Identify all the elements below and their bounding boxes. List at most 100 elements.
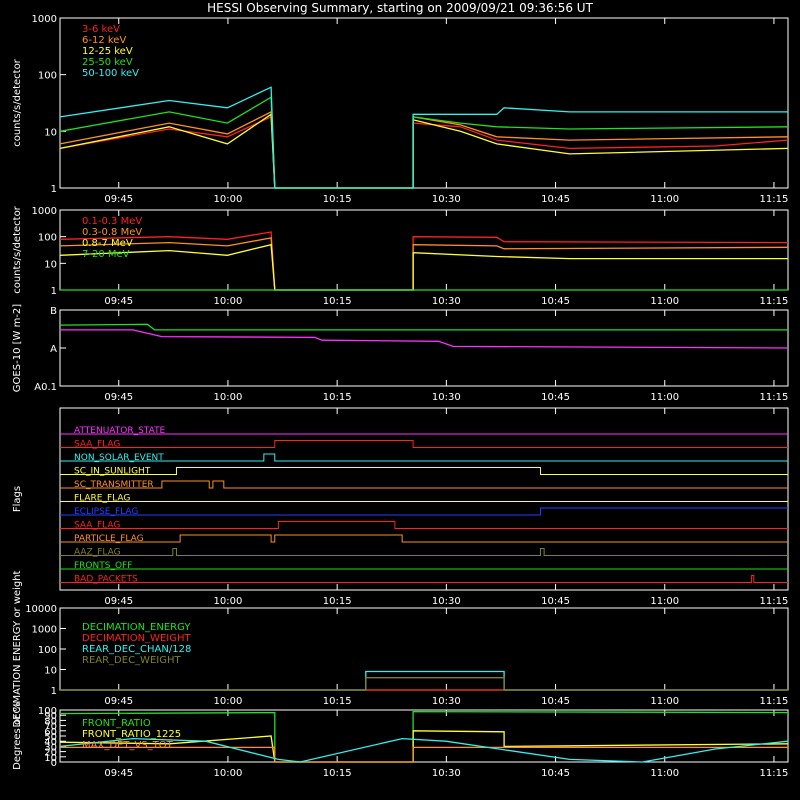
flag-label: PARTICLE_FLAG	[74, 534, 144, 544]
legend-entry: FRONT_RATIO_1225	[82, 729, 181, 740]
rates_low-xtick-label: 10:00	[214, 194, 243, 205]
legend-entry: 3-6 keV	[82, 24, 120, 35]
front_ratio-ytick-label: 0	[51, 758, 57, 769]
legend-entry: 25-50 keV	[82, 57, 133, 68]
series-line	[59, 231, 789, 291]
rates_high-ytick-label: 1000	[32, 206, 57, 217]
flags-xtick-label: 11:00	[650, 596, 679, 607]
flag-label: SAA_FLAG	[74, 521, 120, 531]
series-line	[60, 329, 789, 349]
goes-xtick-label: 10:45	[541, 392, 570, 403]
series-line	[59, 113, 789, 189]
rates_low-ytick-label: 1	[51, 184, 57, 195]
flag-line	[60, 521, 788, 529]
series-line	[59, 323, 788, 331]
flag-label: FLARE_FLAG	[74, 494, 130, 504]
flag-line	[60, 467, 788, 475]
decimation-ytick-label: 10	[44, 666, 57, 677]
legend-entry: 0.8-7 MeV	[82, 238, 133, 249]
front_ratio-xtick-label: 09:45	[104, 768, 133, 779]
rates_high-xtick-label: 10:30	[432, 296, 461, 307]
rates_low-xtick-label: 11:00	[650, 194, 679, 205]
flag-label: FRONTS_OFF	[74, 561, 132, 571]
front_ratio-ytick-label: 20	[44, 748, 57, 759]
series-line	[60, 670, 788, 691]
goes-xtick-label: 10:00	[214, 392, 243, 403]
series-line	[60, 746, 788, 763]
decimation-xtick-label: 10:00	[214, 696, 243, 707]
decimation-xtick-label: 10:45	[541, 696, 570, 707]
rates_high-xtick-label: 10:45	[541, 296, 570, 307]
flag-label: BAD_PACKETS	[74, 575, 138, 585]
flags-xtick-label: 10:30	[432, 596, 461, 607]
front_ratio-xtick-label: 11:00	[650, 768, 679, 779]
rates_low-ytick-label: 100	[38, 71, 57, 82]
series-line	[59, 737, 789, 763]
flag-label: ECLIPSE_FLAG	[74, 507, 138, 517]
goes-xtick-label: 09:45	[104, 392, 133, 403]
front_ratio-ytick-label: 60	[44, 727, 57, 738]
rates_high-xtick-label: 11:00	[650, 296, 679, 307]
decimation-xtick-label: 11:15	[760, 696, 789, 707]
front_ratio-ytick-label: 80	[44, 716, 57, 727]
front_ratio-ytick-label: 90	[44, 711, 57, 722]
legend-entry: DECIMATION_WEIGHT	[82, 633, 191, 644]
legend-entry: REAR_DEC_CHAN/128	[82, 644, 191, 655]
front_ratio-ytick-label: 40	[44, 737, 57, 748]
goes-ytick-label: A0.1	[34, 382, 57, 393]
legend-entry: 50-100 keV	[82, 68, 139, 79]
decimation-ytick-label: 100	[38, 645, 57, 656]
rates_high-ytick-label: 1	[51, 286, 57, 297]
plot-title: HESSI Observing Summary, starting on 200…	[207, 1, 593, 15]
front_ratio-xtick-label: 10:15	[323, 768, 352, 779]
series-line	[60, 677, 788, 691]
rates_low-ytick-label: 1000	[32, 14, 57, 25]
rates_low-xtick-label: 10:30	[432, 194, 461, 205]
legend-entry: 7-20 MeV	[82, 249, 130, 260]
front_ratio-ytick-label: 100	[38, 706, 57, 717]
rates_low-ylabel: counts/s/detector	[12, 58, 23, 146]
flags-xtick-label: 09:45	[104, 596, 133, 607]
rates_low-xtick-label: 09:45	[104, 194, 133, 205]
legend-entry: FRONT_RATIO	[82, 718, 151, 729]
legend-entry: 12-25 keV	[82, 46, 133, 57]
rates_high-ylabel: counts/s/detector	[12, 205, 23, 293]
flag-label: NON_SOLAR_EVENT	[74, 453, 164, 463]
decimation-xtick-label: 10:15	[323, 696, 352, 707]
flag-line	[60, 440, 788, 448]
goes-xtick-label: 11:15	[760, 392, 789, 403]
decimation-xtick-label: 10:30	[432, 696, 461, 707]
series-line	[59, 243, 788, 291]
flag-line	[60, 480, 788, 489]
decimation-ytick-label: 1000	[32, 625, 57, 636]
rates_high-xtick-label: 10:15	[323, 296, 352, 307]
flags-xtick-label: 10:15	[323, 596, 352, 607]
front_ratio-ylabel: Degrees or %	[12, 702, 23, 770]
goes-ytick-label: A	[50, 344, 57, 355]
flag-line	[60, 575, 788, 583]
rates_low-xtick-label: 10:15	[323, 194, 352, 205]
series-line	[59, 86, 788, 189]
decimation-ylabel: DECIMATION ENERGY or weight	[12, 570, 23, 727]
flags-ylabel: Flags	[12, 486, 23, 512]
rates_low-xtick-label: 11:15	[760, 194, 789, 205]
flag-label: SC_TRANSMITTER	[74, 480, 154, 490]
flags-xtick-label: 10:45	[541, 596, 570, 607]
legend-entry: REAR_DEC_WEIGHT	[82, 655, 181, 666]
rates_low-frame	[59, 17, 789, 189]
goes-xtick-label: 10:15	[323, 392, 352, 403]
flags-xtick-label: 10:00	[214, 596, 243, 607]
goes-xtick-label: 10:30	[432, 392, 461, 403]
rates_high-xtick-label: 10:00	[214, 296, 243, 307]
front_ratio-ytick-label: 30	[44, 742, 57, 753]
flags-xtick-label: 11:15	[760, 596, 789, 607]
legend-entry: 6-12 keV	[82, 35, 126, 46]
rates_low-ytick-label: 10	[44, 127, 57, 138]
rates_high-ytick-label: 100	[38, 233, 57, 244]
flag-line	[60, 548, 788, 556]
front_ratio-ytick-label: 70	[44, 722, 57, 733]
legend-entry: 0.1-0.3 MeV	[82, 216, 142, 227]
series-line	[59, 96, 789, 189]
legend-entry: MAX_DET_VS_TOT	[82, 740, 174, 751]
